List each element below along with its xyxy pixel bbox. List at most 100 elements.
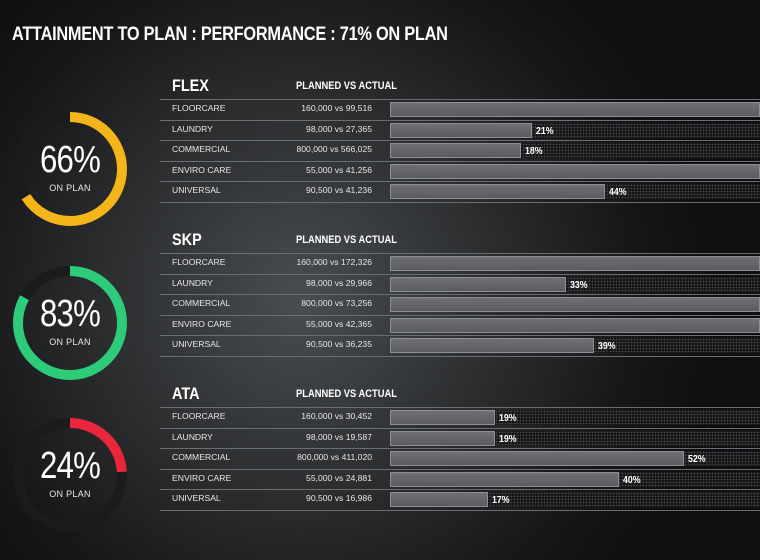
gauge-percent: 24%	[40, 445, 101, 487]
metric-row: UNIVERSAL 90,500 vs 16,986 17%	[160, 489, 760, 511]
bar-track: 19%	[390, 430, 760, 446]
bar-track	[390, 256, 760, 271]
metric-label: FLOORCARE	[172, 103, 226, 113]
planned-vs-actual: 90,500 vs 36,235	[306, 339, 372, 349]
metric-row: FLOORCARE 160,000 vs 172,326	[160, 253, 760, 274]
metric-row: ENVIRO CARE 55,000 vs 42,365	[160, 314, 760, 336]
metric-row: COMMERCIAL 800,000 vs 566,025 18%	[160, 140, 760, 161]
bar-track: 39%	[390, 338, 760, 353]
metric-rows: FLOORCARE 160,000 vs 172,326 LAUNDRY 98,000…	[160, 253, 760, 357]
bar-percent-label: 19%	[499, 433, 517, 445]
metric-row: LAUNDRY 98,000 vs 27,365 21%	[160, 119, 760, 141]
bar-percent-label: 52%	[688, 454, 706, 465]
gauge-flex: 66% ON PLAN	[10, 109, 130, 229]
metric-row: FLOORCARE 160,000 vs 99,516	[160, 99, 760, 120]
gauge-caption: ON PLAN	[49, 183, 91, 193]
metric-row: LAUNDRY 98,000 vs 29,966 33%	[160, 273, 760, 295]
bar-fill	[390, 184, 605, 199]
metric-row: ENVIRO CARE 55,000 vs 41,256	[160, 160, 760, 182]
bar-fill	[390, 122, 532, 138]
bar-track: 18%	[390, 143, 760, 158]
gauge-skp: 83% ON PLAN	[10, 263, 130, 383]
gauge-percent: 83%	[40, 293, 101, 335]
metric-label: UNIVERSAL	[172, 185, 221, 195]
metric-label: LAUNDRY	[172, 431, 213, 442]
bar-fill	[390, 276, 566, 292]
bar-fill	[390, 471, 619, 487]
bar-fill	[390, 338, 594, 353]
metric-label: ENVIRO CARE	[172, 164, 232, 175]
bar-percent-label: 17%	[492, 495, 510, 506]
section-subtitle: PLANNED VS ACTUAL	[296, 388, 397, 400]
bar-percent-label: 21%	[536, 125, 554, 137]
metric-label: COMMERCIAL	[172, 452, 231, 462]
gauge-ring	[13, 418, 127, 532]
bar-track: 17%	[390, 492, 760, 507]
planned-vs-actual: 55,000 vs 42,365	[306, 318, 372, 329]
section-title: ATA	[172, 384, 200, 403]
metric-rows: FLOORCARE 160,000 vs 30,452 19% LAUNDRY 98,0…	[160, 407, 760, 511]
gauge-arc	[13, 418, 127, 532]
metric-row: COMMERCIAL 800,000 vs 411,020 52%	[160, 448, 760, 469]
gauge-ring	[13, 266, 127, 380]
bar-track: 44%	[390, 184, 760, 199]
section-title: FLEX	[172, 76, 209, 95]
section-flex: 66% ON PLAN FLEX PLANNED VS ACTUAL FLOORCARE…	[0, 76, 760, 229]
bar-fill	[390, 410, 495, 425]
bar-fill	[390, 430, 495, 446]
metric-rows: FLOORCARE 160,000 vs 99,516 LAUNDRY 98,000 …	[160, 99, 760, 203]
bar-track: 19%	[390, 410, 760, 425]
page-title: ATTAINMENT TO PLAN : PERFORMANCE : 71% O…	[12, 24, 448, 45]
bar-fill	[390, 297, 760, 312]
section-ata: 24% ON PLAN ATA PLANNED VS ACTUAL FLOORCARE 1…	[0, 384, 760, 537]
bar-track: 33%	[390, 276, 760, 292]
bar-fill	[390, 163, 760, 179]
bar-fill	[390, 317, 760, 333]
planned-vs-actual: 98,000 vs 27,365	[306, 123, 372, 134]
planned-vs-actual: 90,500 vs 41,236	[306, 185, 372, 195]
bar-fill	[390, 143, 521, 158]
metric-label: UNIVERSAL	[172, 493, 221, 503]
metric-row: UNIVERSAL 90,500 vs 41,236 44%	[160, 181, 760, 203]
gauge-caption: ON PLAN	[49, 337, 91, 347]
section-subtitle: PLANNED VS ACTUAL	[296, 80, 397, 92]
planned-vs-actual: 160,000 vs 99,516	[301, 103, 372, 113]
metric-label: LAUNDRY	[172, 277, 213, 288]
bar-track: 52%	[390, 451, 760, 466]
bar-track	[390, 102, 760, 117]
gauge-arc	[13, 112, 127, 226]
planned-vs-actual: 98,000 vs 19,587	[306, 431, 372, 442]
bar-percent-label: 39%	[598, 341, 616, 352]
gauge-percent: 66%	[40, 139, 101, 181]
bar-track	[390, 317, 760, 333]
bar-fill	[390, 256, 760, 271]
planned-vs-actual: 55,000 vs 24,881	[306, 472, 372, 483]
metric-row: UNIVERSAL 90,500 vs 36,235 39%	[160, 335, 760, 357]
bar-percent-label: 19%	[499, 413, 517, 424]
metric-label: ENVIRO CARE	[172, 318, 232, 329]
bar-fill	[390, 102, 760, 117]
planned-vs-actual: 800,000 vs 566,025	[296, 144, 373, 154]
section-skp: 83% ON PLAN SKP PLANNED VS ACTUAL FLOORCARE 1…	[0, 230, 760, 383]
planned-vs-actual: 55,000 vs 41,256	[306, 164, 372, 175]
gauge-ata: 24% ON PLAN	[10, 415, 130, 535]
metric-row: ENVIRO CARE 55,000 vs 24,881 40%	[160, 468, 760, 490]
bar-percent-label: 33%	[570, 279, 588, 291]
planned-vs-actual: 800,000 vs 73,256	[301, 298, 372, 308]
metric-label: FLOORCARE	[172, 411, 226, 421]
gauge-ring	[13, 112, 127, 226]
metric-label: UNIVERSAL	[172, 339, 221, 349]
metric-label: COMMERCIAL	[172, 144, 231, 154]
section-subtitle: PLANNED VS ACTUAL	[296, 234, 397, 246]
section-title: SKP	[172, 230, 202, 249]
bar-percent-label: 40%	[623, 474, 641, 486]
gauge-arc	[13, 266, 127, 380]
metric-row: LAUNDRY 98,000 vs 19,587 19%	[160, 427, 760, 449]
bar-track	[390, 297, 760, 312]
metric-row: FLOORCARE 160,000 vs 30,452 19%	[160, 407, 760, 428]
metric-label: ENVIRO CARE	[172, 472, 232, 483]
bar-fill	[390, 451, 684, 466]
planned-vs-actual: 160,000 vs 30,452	[301, 411, 372, 421]
planned-vs-actual: 98,000 vs 29,966	[306, 277, 372, 288]
bar-fill	[390, 492, 488, 507]
